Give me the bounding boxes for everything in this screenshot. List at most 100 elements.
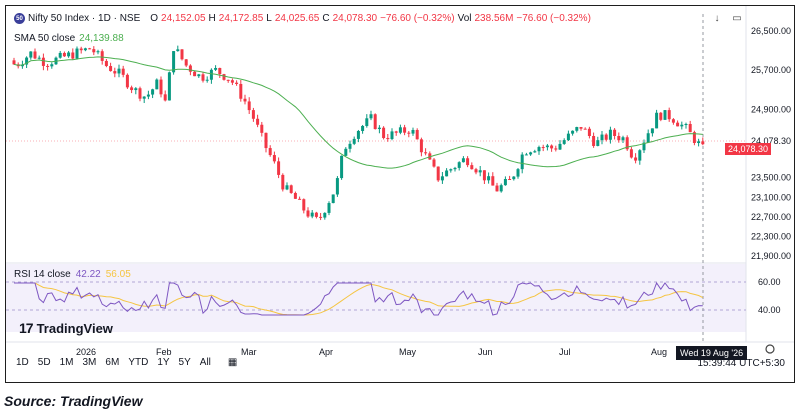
time-tick-label: May [399, 347, 417, 357]
candle-body [495, 185, 499, 192]
change-value-2: −76.60 (−0.32%) [516, 13, 591, 24]
candle-body [289, 185, 293, 193]
candle-body [558, 143, 562, 150]
candle-body [550, 145, 554, 149]
timeframe-all[interactable]: All [199, 357, 211, 368]
candle-body [247, 101, 251, 111]
legend-header: 50 Nifty 50 Index · 1D · NSE O 24,152.05… [14, 13, 591, 24]
crosshair-date-tag: Wed 19 Aug '26 [676, 346, 748, 360]
candle-body [319, 216, 323, 218]
candle-body [340, 155, 344, 179]
open-key: O [150, 13, 159, 24]
settings-gear-icon[interactable] [765, 344, 775, 354]
candle-body [701, 141, 705, 145]
candle-body [356, 130, 360, 139]
candle-body [121, 68, 125, 75]
candle-body [33, 51, 37, 59]
candle-body [524, 154, 528, 156]
sma-value: 24,139.88 [79, 33, 124, 44]
close-key: C [322, 13, 330, 24]
volume-value: 238.56M [474, 13, 514, 24]
candle-body [562, 140, 566, 144]
candle-body [541, 147, 545, 149]
candle-body [151, 89, 155, 95]
candle-body [146, 94, 150, 97]
timeframe-5d[interactable]: 5D [37, 357, 51, 368]
candle-body [113, 71, 117, 74]
candle-body [323, 212, 327, 218]
candle-body [104, 60, 108, 67]
candle-body [260, 124, 264, 133]
candle-body [298, 198, 302, 200]
candle-body [596, 140, 600, 146]
rsi-line [14, 281, 703, 316]
candle-body [235, 82, 239, 84]
calendar-range-icon[interactable]: ▦ [227, 357, 238, 368]
candle-body [209, 69, 213, 80]
candle-body [46, 65, 50, 67]
candle-body [306, 210, 310, 217]
candle-body [373, 114, 377, 130]
timeframe-3m[interactable]: 3M [82, 357, 97, 368]
candle-body [96, 51, 100, 53]
candle-body [608, 129, 612, 140]
candle-body [79, 48, 83, 51]
candle-body [201, 74, 205, 81]
candle-body [268, 148, 272, 156]
price-tick-label: 21,900.00 [751, 251, 791, 261]
candle-body [478, 170, 482, 173]
high-value: 24,172.85 [218, 13, 264, 24]
sma-legend[interactable]: SMA 50 close 24,139.88 [14, 33, 124, 44]
candle-body [222, 74, 226, 80]
index-logo-icon: 50 [14, 13, 25, 24]
candle-body [352, 138, 356, 144]
price-tick-label: 26,500.00 [751, 26, 791, 36]
candle-body [29, 51, 33, 58]
candle-body [302, 199, 306, 211]
candle-body [592, 136, 596, 146]
clock-readout[interactable]: 15:39:44 UTC+5:30 [697, 358, 785, 369]
candle-body [117, 68, 121, 74]
candle-body [344, 148, 348, 156]
candle-body [566, 133, 570, 141]
timeframe-1m[interactable]: 1M [59, 357, 74, 368]
candle-body [130, 87, 134, 91]
candle-body [88, 48, 92, 50]
arrow-down-icon[interactable]: ↓ [714, 13, 720, 24]
candle-body [650, 128, 654, 134]
candle-body [545, 145, 549, 148]
candle-body [180, 49, 184, 60]
candle-body [621, 137, 625, 141]
candle-body [58, 52, 62, 58]
candle-body [529, 152, 533, 155]
candle-body [663, 110, 667, 120]
symbol-title[interactable]: Nifty 50 Index · 1D · NSE [28, 13, 141, 24]
timeframe-5y[interactable]: 5Y [178, 357, 191, 368]
candle-body [214, 67, 218, 70]
candle-body [394, 131, 398, 133]
time-tick-label: Apr [319, 347, 333, 357]
price-chart[interactable]: 26,500.00 25,700.00 24,900.00 24,078.30 23,5… [6, 6, 794, 382]
price-tick-label: 22,700.00 [751, 212, 791, 222]
candle-body [205, 79, 209, 81]
candle-body [680, 124, 684, 127]
candle-body [419, 139, 423, 153]
rsi-ma-value: 56.05 [105, 269, 131, 280]
candle-body [361, 125, 365, 131]
candle-body [617, 135, 621, 141]
candle-body [474, 169, 478, 173]
candle-body [642, 142, 646, 151]
timeframe-6m[interactable]: 6M [105, 357, 120, 368]
candle-body [390, 131, 394, 140]
maximize-icon[interactable]: ▭ [732, 13, 742, 24]
candle-body [491, 176, 495, 186]
time-tick-label: Jul [559, 347, 571, 357]
candle-body [449, 169, 453, 171]
candle-body [579, 127, 583, 129]
rsi-legend[interactable]: RSI 14 close 42.22 56.05 [14, 269, 131, 280]
candle-body [436, 166, 440, 181]
timeframe-1d[interactable]: 1D [16, 357, 29, 368]
timeframe-1y[interactable]: 1Y [157, 357, 170, 368]
timeframe-ytd[interactable]: YTD [128, 357, 149, 368]
candle-body [142, 96, 146, 99]
